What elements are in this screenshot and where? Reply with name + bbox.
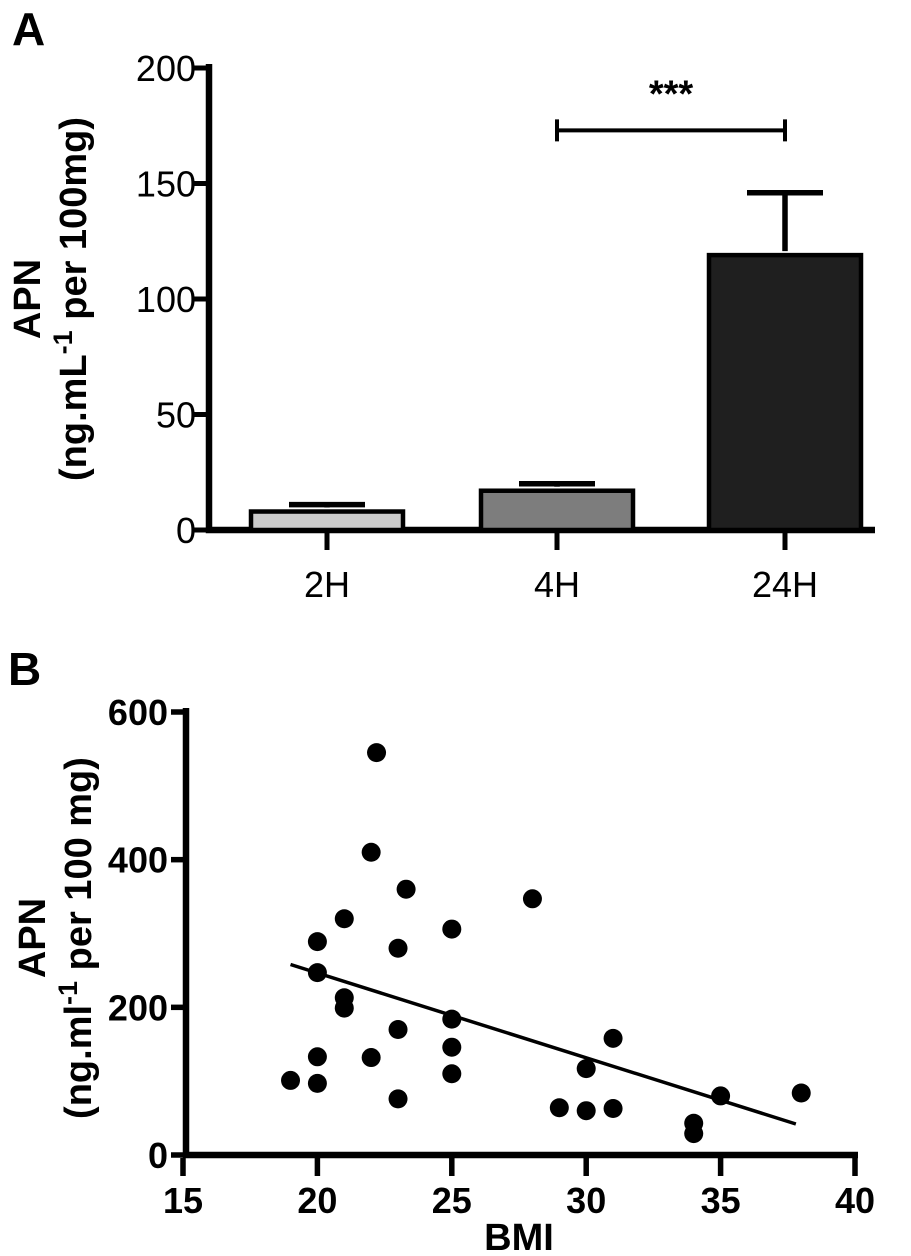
bar-24H	[706, 252, 864, 533]
scatter-point	[361, 842, 381, 862]
y-tick-label: 400	[108, 840, 168, 881]
scatter-point	[576, 1059, 596, 1079]
y-tick-label: 0	[176, 510, 196, 551]
bar-4H	[478, 488, 636, 533]
y-axis-title-line1: APN	[7, 259, 49, 339]
x-category-label: 24H	[752, 564, 818, 605]
scatter-point	[388, 938, 408, 958]
x-tick-label: 20	[297, 1180, 337, 1221]
scatter-point	[684, 1124, 704, 1144]
scatter-point	[442, 1009, 462, 1029]
scatter-point	[307, 963, 327, 983]
scatter-point	[388, 1089, 408, 1109]
panel-b-label: B	[8, 643, 42, 695]
x-category-label: 4H	[534, 564, 580, 605]
scatter-point	[307, 932, 327, 952]
axes-lines	[205, 64, 875, 534]
x-tick-label: 35	[701, 1180, 741, 1221]
y-tick-label: 600	[108, 692, 168, 733]
panel-a-label: A	[12, 3, 46, 55]
y-tick-label: 0	[148, 1135, 168, 1176]
y-axis-title-line2: (ng.mL-1 per 100mg)	[48, 117, 95, 481]
significance-label: ***	[649, 73, 694, 115]
x-tick-label: 25	[432, 1180, 472, 1221]
y-tick-label: 50	[156, 395, 196, 436]
scatter-point	[334, 998, 354, 1018]
x-tick-label: 40	[835, 1180, 875, 1221]
scatter-point	[549, 1098, 569, 1118]
scatter-point	[307, 1047, 327, 1067]
panel-b-scatter-chart: 0 200 400 600 15 20 25 30 35 40 BMI APN(ng.ml-1 per…	[12, 692, 875, 1256]
y-tick-label: 100	[136, 279, 196, 320]
scatter-point	[334, 909, 354, 929]
scatter-point	[388, 1019, 408, 1039]
scatter-point	[603, 1098, 623, 1118]
scatter-point	[711, 1086, 731, 1106]
scatter-point	[361, 1048, 381, 1068]
bar-2H	[248, 509, 406, 533]
x-tick-label: 30	[566, 1180, 606, 1221]
scatter-point	[367, 743, 387, 763]
scatter-point	[791, 1083, 811, 1103]
x-tick-label: 15	[163, 1180, 203, 1221]
y-tick-label: 200	[136, 48, 196, 89]
scatter-point	[396, 879, 416, 899]
scatter-point	[442, 919, 462, 939]
x-axis-title: BMI	[484, 1217, 554, 1256]
scatter-point	[307, 1073, 327, 1093]
scatter-point	[442, 1037, 462, 1057]
y-axis-title-line1: APN	[12, 898, 54, 978]
scatter-point	[442, 1064, 462, 1084]
y-tick-label: 200	[108, 987, 168, 1028]
y-axis-title-line2: (ng.ml-1 per 100 mg)	[53, 757, 100, 1119]
scatter-point	[576, 1101, 596, 1121]
scatter-point	[603, 1028, 623, 1048]
scatter-point	[281, 1070, 301, 1090]
axes-lines	[182, 708, 858, 1159]
x-category-label: 2H	[304, 564, 350, 605]
y-tick-label: 150	[136, 164, 196, 205]
scatter-point	[522, 889, 542, 909]
panel-a-bar-chart: 0 50 100 150 200 2H 4H 24H *** APN(ng.mL-1 per 10…	[7, 48, 875, 605]
